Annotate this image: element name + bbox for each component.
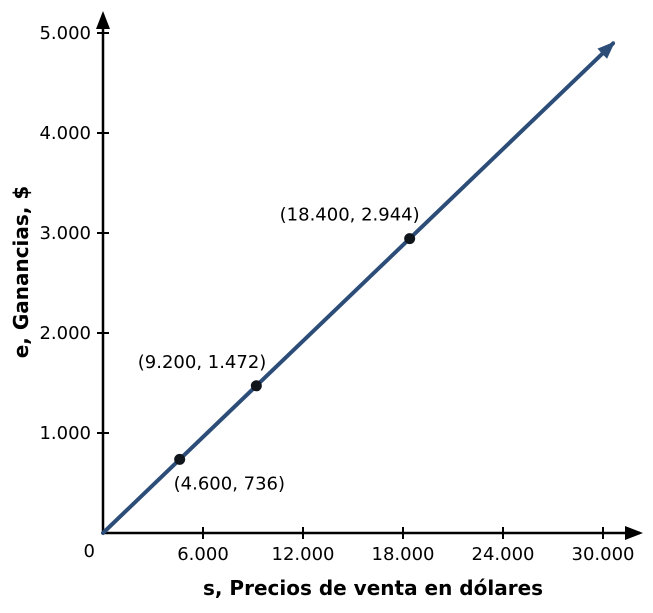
x-tick-label: 12.000 bbox=[272, 544, 335, 565]
x-axis-title: s, Precios de venta en dólares bbox=[202, 576, 544, 600]
x-tick-label: 18.000 bbox=[372, 544, 435, 565]
y-tick-label: 5.000 bbox=[39, 23, 91, 44]
x-tick-label: 24.000 bbox=[472, 544, 535, 565]
x-tick-label: 30.000 bbox=[572, 544, 635, 565]
data-point bbox=[250, 380, 262, 392]
data-point bbox=[174, 453, 186, 465]
point-label: (18.400, 2.944) bbox=[280, 205, 420, 226]
trend-line bbox=[101, 41, 616, 535]
x-tick-label: 6.000 bbox=[177, 544, 229, 565]
data-point bbox=[404, 233, 416, 245]
y-tick-label: 2.000 bbox=[39, 323, 91, 344]
y-tick-label: 1.000 bbox=[39, 423, 91, 444]
point-label: (9.200, 1.472) bbox=[138, 352, 267, 373]
y-tick-label: 3.000 bbox=[39, 223, 91, 244]
y-axis-title: e, Ganancias, $ bbox=[9, 185, 33, 359]
point-label: (4.600, 736) bbox=[174, 473, 285, 494]
y-tick-label: 4.000 bbox=[39, 123, 91, 144]
origin-label: 0 bbox=[84, 541, 95, 562]
